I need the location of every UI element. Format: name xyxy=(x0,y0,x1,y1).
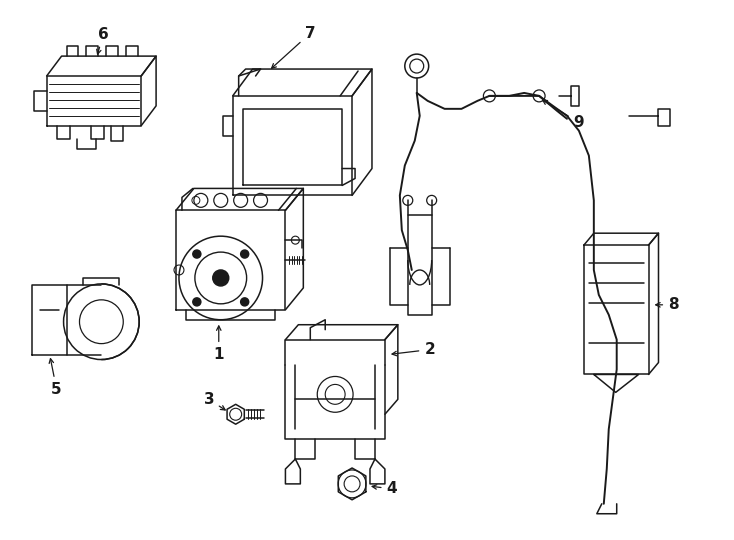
Circle shape xyxy=(193,250,201,258)
Circle shape xyxy=(193,298,201,306)
Circle shape xyxy=(213,270,229,286)
Circle shape xyxy=(241,250,249,258)
Text: 2: 2 xyxy=(392,342,435,357)
Text: 1: 1 xyxy=(214,326,224,362)
Text: 8: 8 xyxy=(655,298,679,312)
Text: 3: 3 xyxy=(203,392,225,410)
Text: 4: 4 xyxy=(372,481,397,496)
Text: 5: 5 xyxy=(49,359,62,397)
Text: 9: 9 xyxy=(542,100,584,130)
Text: 6: 6 xyxy=(97,26,109,54)
Text: 7: 7 xyxy=(272,26,316,68)
Circle shape xyxy=(241,298,249,306)
